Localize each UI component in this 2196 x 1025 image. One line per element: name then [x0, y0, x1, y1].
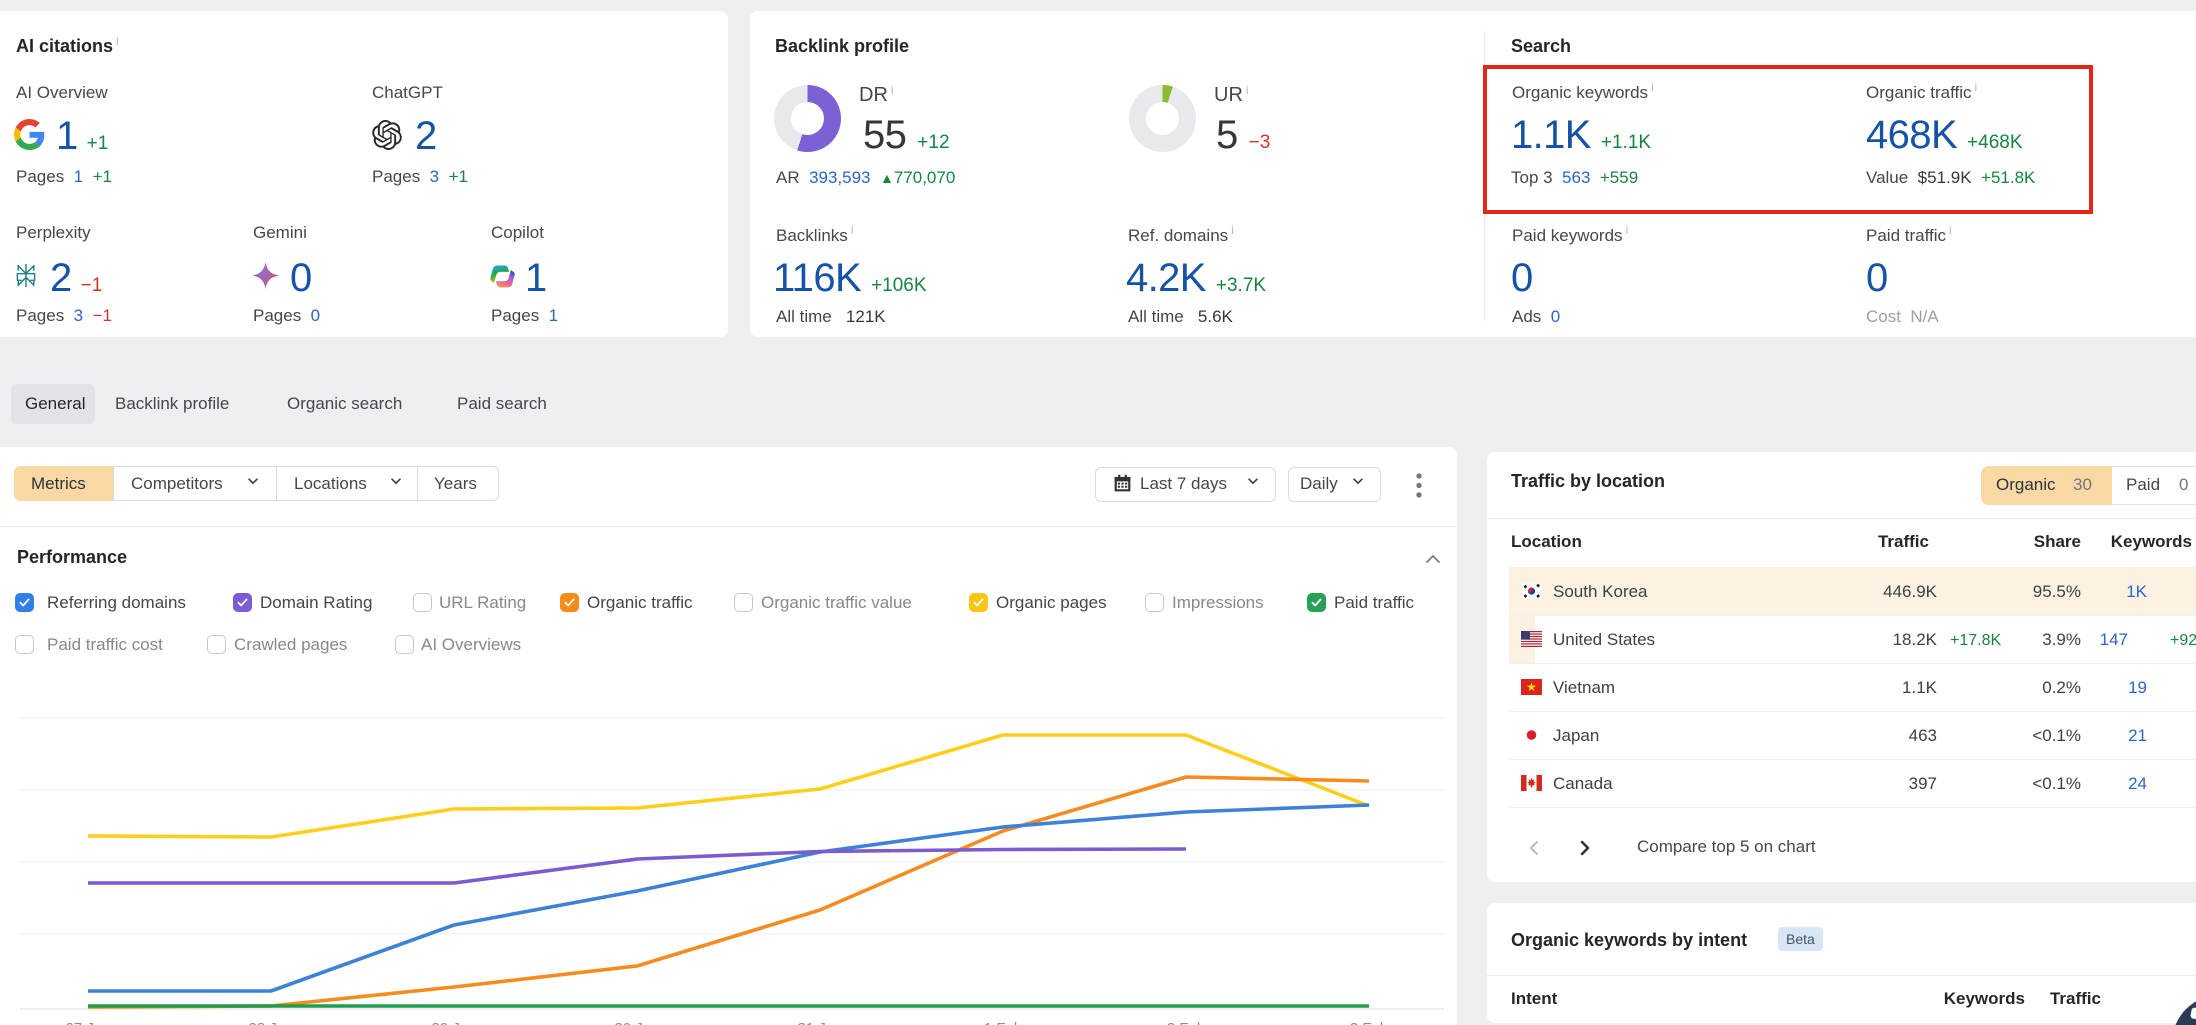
- svg-text:27 Jan: 27 Jan: [65, 1020, 110, 1025]
- svg-text:30 Jan: 30 Jan: [614, 1020, 659, 1025]
- svg-text:31 Jan: 31 Jan: [797, 1020, 842, 1025]
- svg-text:2 Feb: 2 Feb: [1167, 1020, 1205, 1025]
- svg-text:28 Jan: 28 Jan: [248, 1020, 293, 1025]
- svg-text:1 Feb: 1 Feb: [984, 1020, 1022, 1025]
- svg-text:3 Feb: 3 Feb: [1350, 1020, 1388, 1025]
- svg-text:29 Jan: 29 Jan: [431, 1020, 476, 1025]
